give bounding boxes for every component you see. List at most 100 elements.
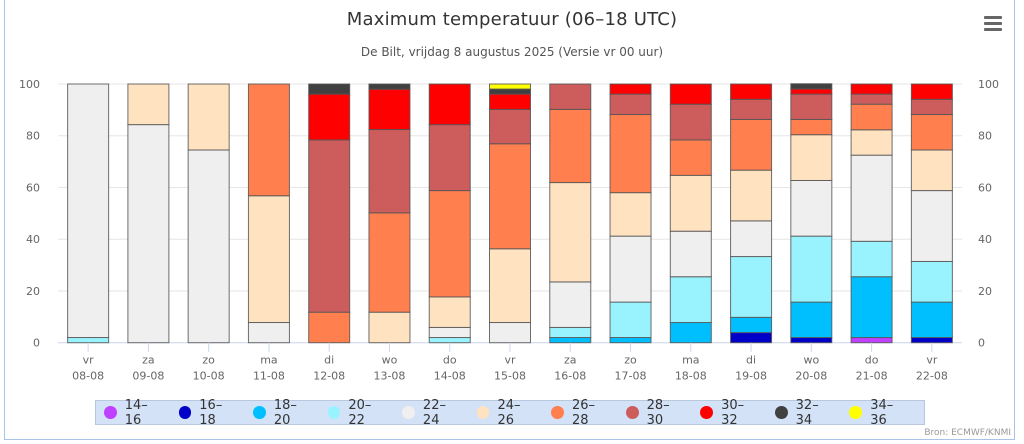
bar-segment[interactable]	[247, 322, 290, 344]
bar-segment[interactable]	[489, 108, 531, 145]
bar-segment[interactable]	[730, 220, 773, 258]
bar-segment[interactable]	[790, 83, 833, 90]
bar-segment[interactable]	[910, 114, 953, 151]
legend-item[interactable]: 30–32	[700, 398, 760, 428]
bar-segment[interactable]	[308, 83, 351, 95]
legend-marker-icon	[774, 406, 788, 419]
bar-segment[interactable]	[549, 182, 592, 283]
bar-segment[interactable]	[308, 139, 351, 313]
bar-segment[interactable]	[790, 88, 833, 95]
bar-segment[interactable]	[669, 103, 712, 141]
bar-segment[interactable]	[428, 337, 471, 344]
legend-item[interactable]: 14–16	[104, 398, 164, 428]
bar-segment[interactable]	[549, 326, 592, 339]
bar-segment[interactable]	[489, 248, 531, 324]
bar-segment[interactable]	[428, 83, 471, 126]
legend-item[interactable]: 32–34	[774, 398, 835, 428]
bar-segment[interactable]	[428, 190, 471, 298]
bar-segment[interactable]	[609, 83, 652, 95]
legend-item[interactable]: 22–24	[402, 398, 462, 428]
hamburger-menu-icon[interactable]	[984, 16, 1006, 36]
bar-segment[interactable]	[67, 83, 110, 339]
bar-segment[interactable]	[730, 83, 773, 100]
bar-segment[interactable]	[910, 260, 953, 303]
bar-segment[interactable]	[609, 235, 652, 303]
bar-segment[interactable]	[790, 235, 833, 303]
chart-subtitle: De Bilt, vrijdag 8 augustus 2025 (Versie…	[360, 45, 664, 59]
bar-segment[interactable]	[850, 83, 893, 95]
bar-segment[interactable]	[247, 195, 290, 324]
bar-segment[interactable]	[368, 129, 411, 214]
bar-segment[interactable]	[730, 169, 773, 222]
bar-segment[interactable]	[790, 337, 833, 344]
x-tick-label-day: vr	[926, 354, 938, 367]
bar-segment[interactable]	[910, 337, 953, 344]
bar-segment[interactable]	[247, 83, 290, 197]
credit-text[interactable]: Bron: ECMWF/KNMI	[924, 428, 1011, 438]
bar-segment[interactable]	[609, 192, 652, 237]
bar-segment[interactable]	[187, 83, 230, 151]
bar-segment[interactable]	[609, 114, 652, 194]
bar-segment[interactable]	[730, 118, 773, 171]
bar-segment[interactable]	[127, 83, 170, 126]
bar-segment[interactable]	[850, 276, 893, 339]
bar-segment[interactable]	[549, 281, 592, 328]
bar-segment[interactable]	[669, 174, 712, 232]
bar-segment[interactable]	[790, 301, 833, 339]
legend-item[interactable]: 16–18	[178, 398, 239, 428]
bar-segment[interactable]	[368, 83, 411, 90]
bar-segment[interactable]	[790, 118, 833, 136]
bar-segment[interactable]	[910, 83, 953, 100]
bar-segment[interactable]	[549, 83, 592, 110]
bar-segment[interactable]	[850, 129, 893, 156]
bar-segment[interactable]	[609, 93, 652, 116]
bar-segment[interactable]	[669, 276, 712, 324]
bar-segment[interactable]	[428, 326, 471, 339]
legend-item[interactable]: 28–30	[625, 398, 686, 428]
bar-segment[interactable]	[790, 93, 833, 120]
bar-segment[interactable]	[850, 103, 893, 131]
bar-segment[interactable]	[730, 316, 773, 334]
bar-segment[interactable]	[910, 301, 953, 339]
bar-segment[interactable]	[368, 88, 411, 131]
bar-segment[interactable]	[368, 212, 411, 313]
bar-segment[interactable]	[549, 337, 592, 344]
bar-segment[interactable]	[850, 93, 893, 105]
bar-segment[interactable]	[669, 322, 712, 344]
bar-segment[interactable]	[489, 322, 531, 344]
legend-item[interactable]: 20–22	[327, 398, 388, 428]
bar-segment[interactable]	[730, 98, 773, 120]
bar-segment[interactable]	[187, 149, 230, 344]
bar-segment[interactable]	[669, 139, 712, 176]
bar-segment[interactable]	[428, 124, 471, 192]
bar-segment[interactable]	[850, 240, 893, 278]
bar-segment[interactable]	[489, 83, 531, 90]
legend-item[interactable]: 24–26	[476, 398, 537, 428]
bar-segment[interactable]	[669, 230, 712, 278]
bar-segment[interactable]	[850, 337, 893, 344]
bar-segment[interactable]	[428, 296, 471, 328]
bar-segment[interactable]	[308, 93, 351, 141]
bar-segment[interactable]	[549, 108, 592, 184]
bar-segment[interactable]	[67, 337, 110, 344]
bar-segment[interactable]	[489, 143, 531, 250]
bar-segment[interactable]	[127, 124, 170, 344]
bar-segment[interactable]	[730, 256, 773, 318]
bar-segment[interactable]	[669, 83, 712, 105]
bar-segment[interactable]	[910, 149, 953, 192]
bar-segment[interactable]	[609, 301, 652, 339]
bar-segment[interactable]	[368, 311, 411, 344]
legend-item[interactable]: 34–36	[849, 398, 909, 428]
bar-segment[interactable]	[790, 179, 833, 237]
legend-item[interactable]: 26–28	[551, 398, 611, 428]
bar-segment[interactable]	[730, 332, 773, 344]
bar-segment[interactable]	[910, 190, 953, 262]
bar-segment[interactable]	[910, 98, 953, 116]
legend-item[interactable]: 18–20	[253, 398, 313, 428]
bar-segment[interactable]	[308, 311, 351, 344]
bar-segment[interactable]	[850, 154, 893, 242]
bar-segment[interactable]	[609, 337, 652, 344]
bar-segment[interactable]	[489, 88, 531, 95]
bar-segment[interactable]	[790, 134, 833, 181]
bar-segment[interactable]	[489, 93, 531, 110]
